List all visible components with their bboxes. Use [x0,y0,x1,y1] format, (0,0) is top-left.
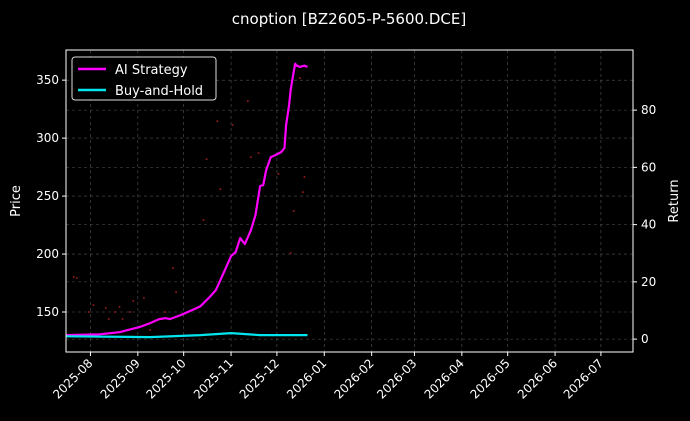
y-tick-label: 250 [36,189,59,203]
scatter-point [219,188,222,191]
y-tick-label: 200 [36,247,59,261]
scatter-point [292,210,295,213]
scatter-point [303,176,306,179]
legend-label-buy-and-hold: Buy-and-Hold [115,84,203,99]
scatter-point [257,152,260,155]
y-tick-label: 300 [36,131,59,145]
y2-tick-label: 60 [641,160,656,174]
scatter-point [121,317,124,320]
scatter-point [118,306,121,309]
scatter-point [142,296,145,299]
y-tick-label: 150 [36,305,59,319]
scatter-point [171,267,174,270]
legend: AI Strategy Buy-and-Hold [71,56,217,101]
scatter-point [202,219,205,222]
plot-frame [65,49,634,353]
scatter-point [75,277,78,280]
buy-and-hold-line [65,332,308,339]
scatter-point [298,77,301,80]
scatter-point [164,311,167,314]
scatter-point [216,120,219,123]
scatter-point [246,100,249,103]
scatter-point [132,299,135,302]
y2-tick-label: 0 [641,332,649,346]
scatter-point [129,311,132,314]
scatter-point [301,191,304,194]
y2-tick-label: 80 [641,103,656,117]
y-axis-label: Price [9,185,24,217]
scatter-point [113,311,116,314]
y-tick-label: 350 [36,73,59,87]
scatter-point [277,173,280,176]
y2-tick-label: 20 [641,275,656,289]
scatter-point [231,124,234,127]
grid [66,50,633,352]
scatter-point [249,156,252,159]
scatter-point [92,304,95,307]
scatter-point [72,275,75,278]
chart-title: cnoption [BZ2605-P-5600.DCE] [232,10,466,28]
y2-axis-label: Return [667,179,682,222]
legend-label-ai-strategy: AI Strategy [115,63,188,78]
scatter-point [87,311,90,314]
scatter-points [72,77,306,331]
ai-strategy-line [65,62,308,337]
y2-tick-label: 40 [641,218,656,232]
series-lines [65,62,308,339]
scatter-point [205,158,208,161]
scatter-point [104,307,107,310]
scatter-point [107,317,110,320]
scatter-point [289,251,292,254]
scatter-point [149,328,152,331]
scatter-point [175,291,178,294]
